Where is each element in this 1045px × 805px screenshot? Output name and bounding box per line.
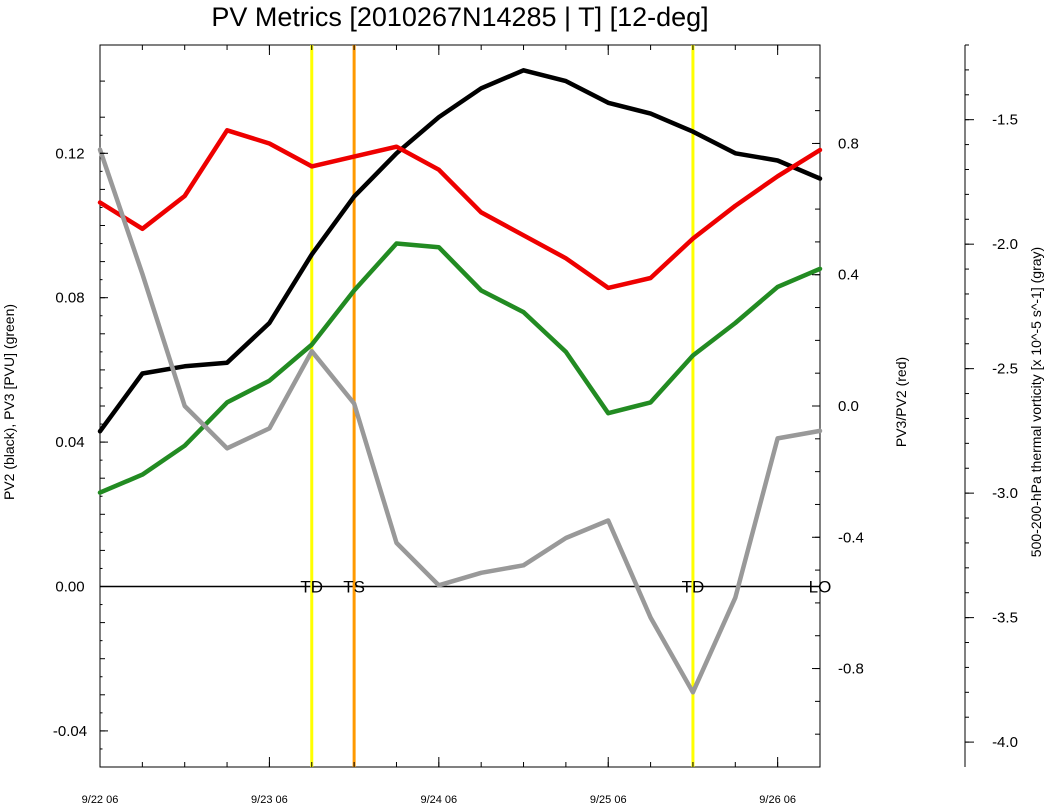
x-tick-label-3: 9/25 06 bbox=[590, 794, 627, 805]
right-tick-label-1: -0.4 bbox=[838, 529, 864, 546]
far-right-tick-label-5: -1.5 bbox=[992, 112, 1018, 129]
series-lines bbox=[97, 68, 823, 695]
plot-border bbox=[99, 44, 821, 768]
far-right-tick-label-1: -3.5 bbox=[992, 610, 1018, 627]
far-right-axis-label: 500-200-hPa thermal vorticity [x 10^-5 s… bbox=[1028, 247, 1044, 557]
axes: -0.04 0.00 0.04 0.08 0.12 -0.8 -0.4 0.0 0.4 0.8 -4… bbox=[53, 44, 1018, 805]
plot-frame bbox=[99, 44, 821, 768]
left-tick-label-3: 0.08 bbox=[55, 290, 84, 307]
far-right-tick-label-4: -2.0 bbox=[992, 236, 1018, 253]
stage-markers: TD TS TD LO bbox=[300, 45, 831, 767]
series-pv2 bbox=[97, 68, 823, 434]
left-axis-label: PV2 (black), PV3 [PVU] (green) bbox=[1, 304, 17, 500]
x-tick-label-0: 9/22 06 bbox=[82, 794, 119, 805]
x-tick-label-1: 9/23 06 bbox=[251, 794, 288, 805]
far-right-tick-label-3: -2.5 bbox=[992, 361, 1018, 378]
stage-marker-label-0: TD bbox=[300, 578, 323, 597]
stage-marker-label-3: LO bbox=[809, 578, 832, 597]
left-tick-label-4: 0.12 bbox=[55, 145, 84, 162]
right-tick-label-2: 0.0 bbox=[838, 398, 859, 415]
x-tick-label-4: 9/26 06 bbox=[759, 794, 796, 805]
right-tick-label-4: 0.8 bbox=[838, 135, 859, 152]
left-tick-label-2: 0.04 bbox=[55, 434, 84, 451]
far-right-tick-label-2: -3.0 bbox=[992, 485, 1018, 502]
chart-title: PV Metrics [2010267N14285 | T] [12-deg] bbox=[211, 2, 708, 32]
series-ratio bbox=[97, 128, 823, 291]
right-tick-label-3: 0.4 bbox=[838, 267, 859, 284]
series-vort bbox=[97, 147, 823, 695]
series-pv3 bbox=[97, 241, 823, 495]
stage-marker-label-2: TD bbox=[682, 578, 705, 597]
right-axis-label: PV3/PV2 (red) bbox=[893, 357, 909, 447]
right-tick-label-0: -0.8 bbox=[838, 661, 864, 678]
x-tick-label-2: 9/24 06 bbox=[420, 794, 457, 805]
left-tick-label-0: -0.04 bbox=[53, 723, 87, 740]
left-tick-label-1: 0.00 bbox=[55, 579, 84, 596]
stage-marker-label-1: TS bbox=[343, 578, 365, 597]
far-right-tick-label-0: -4.0 bbox=[992, 734, 1018, 751]
